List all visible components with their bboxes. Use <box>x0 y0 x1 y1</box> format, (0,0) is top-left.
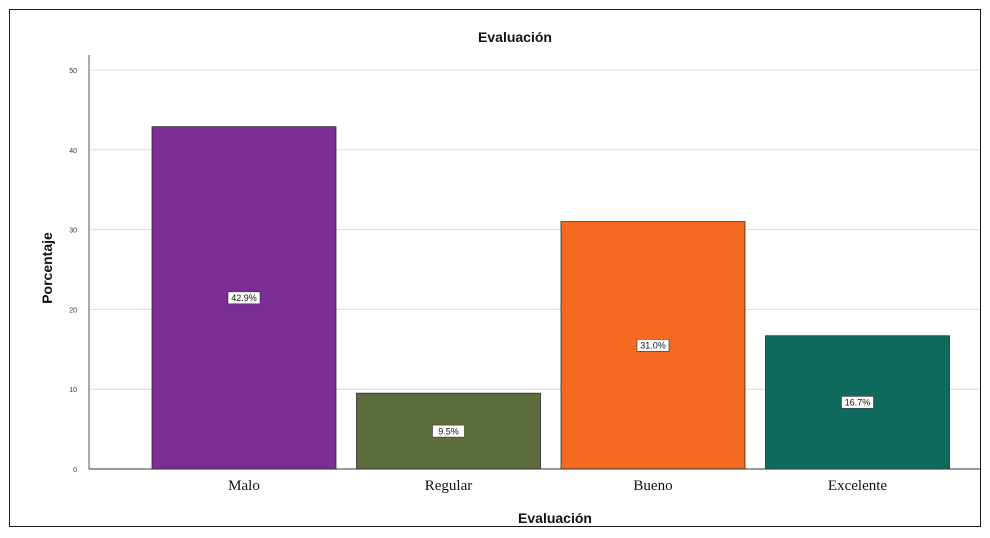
y-axis-title: Porcentaje <box>39 232 55 304</box>
y-tick-label: 40 <box>69 148 77 155</box>
y-axis-ticks: 0 10 20 30 40 50 <box>69 68 77 474</box>
x-axis-title: Evaluación <box>518 510 592 526</box>
y-tick-label: 30 <box>69 228 77 235</box>
data-label-box <box>841 396 874 409</box>
category-label: Bueno <box>633 478 672 494</box>
category-label: Regular <box>425 478 472 494</box>
data-label-box <box>432 424 465 438</box>
y-tick-label: 0 <box>73 467 77 474</box>
category-label: Malo <box>228 478 260 494</box>
x-axis-categories: Malo Regular Bueno Excelente <box>228 478 887 494</box>
bar-chart: Evaluación 0 10 20 30 40 50 42.9% 9.5% 31.0% 16.… <box>39 29 980 526</box>
chart-frame: Evaluación 0 10 20 30 40 50 42.9% 9.5% 31.0% 16.… <box>9 9 981 527</box>
chart-title: Evaluación <box>478 29 552 45</box>
y-tick-label: 10 <box>69 387 77 394</box>
data-label: 9.5% <box>438 426 459 436</box>
category-label: Excelente <box>828 478 887 494</box>
bars: 42.9% 9.5% 31.0% 16.7% <box>151 126 950 470</box>
y-tick-label: 20 <box>69 307 77 314</box>
data-label: 31.0% <box>640 341 666 351</box>
data-label-box <box>227 291 261 305</box>
data-label: 42.9% <box>231 293 257 303</box>
y-tick-label: 50 <box>69 68 77 75</box>
data-label-box <box>636 339 670 352</box>
data-label: 16.7% <box>845 398 871 408</box>
